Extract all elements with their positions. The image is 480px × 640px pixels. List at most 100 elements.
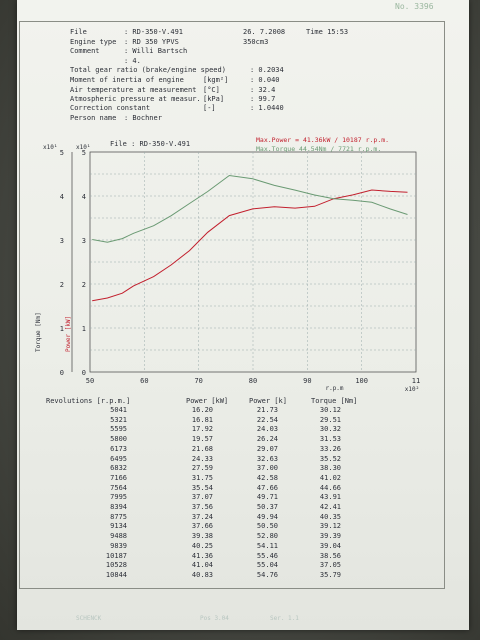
table-cell: 9839	[110, 541, 127, 550]
table-cell: 7564	[110, 483, 127, 492]
airtemp-unit: [°C]	[203, 86, 220, 94]
table-cell: 5041	[110, 406, 127, 414]
table-cell: 29.51	[319, 415, 341, 424]
printout-sheet	[17, 0, 469, 630]
table-cell: 35.52	[319, 454, 341, 463]
table-cell: 5800	[110, 435, 127, 444]
y-tick-label-torque: 3	[60, 237, 64, 245]
table-cell: 29.07	[256, 444, 278, 453]
table-cell: 43.91	[319, 493, 341, 502]
x-tick-label: 60	[140, 377, 148, 385]
table-cell: 9488	[110, 532, 127, 541]
displacement-value: 350cm3	[243, 38, 269, 46]
table-cell: 22.54	[256, 415, 278, 424]
right-axis-exponent: x10¹	[76, 144, 90, 151]
table-cell: 27.59	[191, 464, 213, 473]
table-cell: 10528	[105, 561, 127, 570]
table-cell: 32.63	[256, 454, 278, 463]
airtemp-value: : 32.4	[250, 86, 276, 94]
chart-ticks: 50 60 70 80 90 100 11 r.p.m x10² 5 4 3 2 1 0 5 4 3 2 1 0 x10¹…	[35, 144, 420, 393]
footer-right: Ser. 1.1	[270, 615, 299, 622]
table-cell: 42.41	[319, 503, 341, 511]
table-cell: 7995	[110, 493, 127, 502]
ylabel-power: Power [kW]	[65, 316, 72, 352]
table-cell: 50.50	[256, 522, 278, 531]
inertia-unit: [kgm²]	[203, 76, 229, 84]
table-cell: 37.56	[191, 503, 213, 511]
table-cell: 6173	[110, 444, 127, 453]
x-tick-label: 70	[194, 377, 202, 385]
table-cell: 42.58	[256, 473, 278, 482]
pressure-unit: [kPa]	[203, 95, 225, 103]
table-cell: 39.38	[191, 532, 213, 541]
time-value: Time 15:53	[306, 28, 349, 36]
engine-label: Engine type	[70, 38, 117, 46]
table-cell: 5595	[110, 425, 127, 434]
table-cell: 52.80	[256, 532, 278, 541]
inertia-value: : 0.040	[250, 76, 280, 84]
table-cell: 38.30	[319, 464, 341, 473]
y-tick-label-torque: 5	[60, 149, 64, 157]
table-cell: 6495	[110, 454, 127, 463]
table-cell: 8394	[110, 503, 127, 511]
y-tick-label-torque: 0	[60, 369, 64, 377]
x-tick-label: 100	[355, 377, 368, 385]
table-cell: 30.32	[319, 425, 341, 434]
table-cell: 7166	[110, 473, 127, 482]
y-tick-label-torque: 2	[60, 281, 64, 289]
file-label: File	[70, 28, 87, 36]
table-cell: 39.39	[319, 532, 341, 541]
max-torque-label: Max.Torque 44.54Nm / 7721 r.p.m.	[256, 145, 381, 153]
table-cell: 47.66	[256, 483, 278, 492]
table-cell: 31.75	[191, 473, 213, 482]
series-line-torque	[92, 174, 408, 243]
table-cell: 49.71	[256, 493, 278, 502]
table-cell: 40.25	[191, 541, 213, 550]
chart-labels: File : RD-350-V.491 Max.Power = 41.36kW /…	[110, 136, 389, 153]
inertia-label: Moment of inertia of engine	[70, 76, 184, 84]
table-cell: 6832	[110, 464, 127, 473]
x-tick-label: 80	[249, 377, 257, 385]
file-value: : RD-350-V.491	[124, 28, 184, 36]
x-tick-label: 90	[303, 377, 311, 385]
table-cell: 16.81	[191, 415, 213, 424]
table-cell: 21.68	[191, 444, 213, 453]
airtemp-label: Air temperature at measurement	[70, 86, 197, 94]
pressure-value: : 99.7	[250, 95, 276, 103]
table-cell: 21.73	[256, 406, 278, 414]
gear-label: Total gear ratio (brake/engine speed)	[70, 66, 226, 74]
table-cell: 30.12	[319, 406, 341, 414]
chart-file-label: File : RD-350-V.491	[110, 140, 190, 148]
table-cell: 5321	[110, 415, 127, 424]
corner-tag: No. 3396	[395, 2, 434, 11]
table-cell: 49.94	[256, 512, 278, 521]
table-cell: 50.37	[256, 503, 278, 511]
table-cell: 10844	[105, 570, 127, 579]
table-cell: 9134	[110, 522, 127, 531]
table-cell: 37.05	[319, 561, 341, 570]
comment-line2: : 4.	[124, 57, 141, 65]
table-cell: 44.66	[319, 483, 341, 492]
ylabel-torque: Torque [Nm]	[35, 312, 42, 352]
chart-series	[92, 174, 408, 302]
table-cell: 37.24	[191, 512, 213, 521]
page-frame	[19, 21, 445, 589]
table-cell: 24.33	[191, 454, 213, 463]
y-tick-label-power: 5	[82, 149, 86, 157]
table-cell: 55.46	[256, 551, 278, 560]
table-cell: 38.56	[319, 551, 341, 560]
y-tick-label-power: 2	[82, 281, 86, 289]
person-label: Person name	[70, 114, 117, 122]
series-line-power	[92, 189, 408, 302]
table-cell: 26.24	[256, 435, 278, 444]
table-cell: 41.02	[319, 473, 341, 482]
table-header-torque: Torque [Nm]	[311, 397, 358, 405]
table-cell: 31.53	[319, 435, 341, 444]
table-cell: 17.92	[191, 425, 213, 434]
footer-left: SCHENCK	[76, 615, 102, 622]
y-tick-label-torque: 1	[60, 325, 64, 333]
table-cell: 19.57	[191, 435, 213, 444]
footer-mid: Pos 3.04	[200, 615, 229, 622]
comment-value: : Willi Bartsch	[124, 47, 188, 55]
